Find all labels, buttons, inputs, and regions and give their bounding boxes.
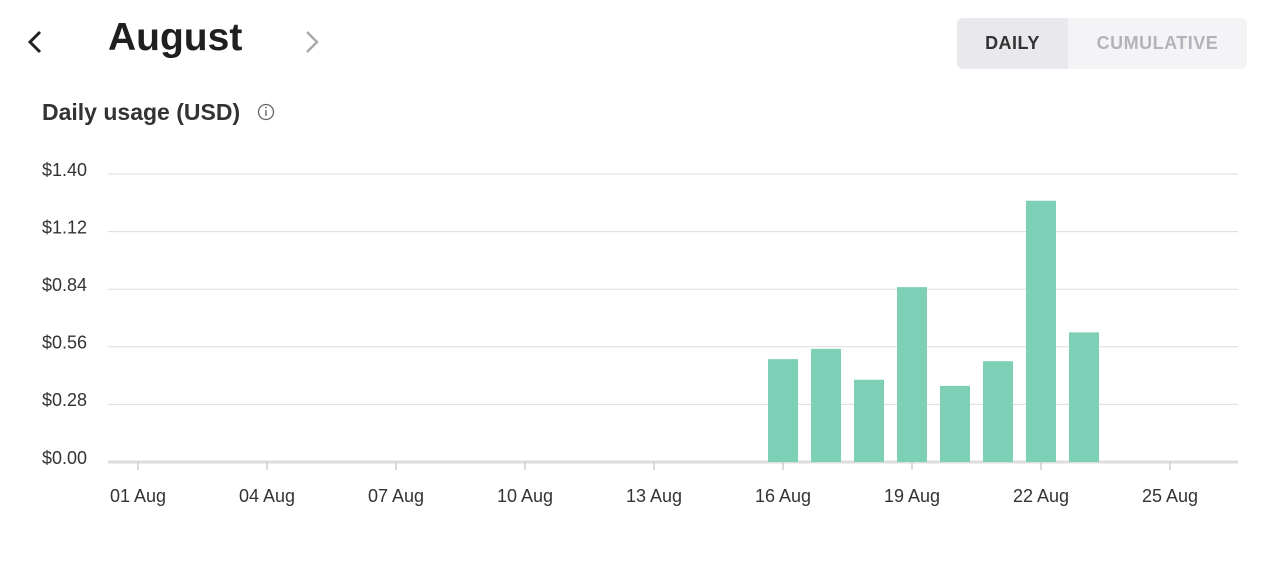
info-icon[interactable]	[257, 103, 275, 121]
chart-title: Daily usage (USD)	[42, 99, 241, 125]
x-tick-label: 22 Aug	[1013, 486, 1069, 506]
y-tick-label: $0.56	[42, 333, 87, 353]
x-tick-label: 13 Aug	[626, 486, 682, 506]
y-tick-label: $0.84	[42, 275, 87, 295]
month-title: August	[108, 16, 243, 59]
view-toggle: DAILY CUMULATIVE	[957, 18, 1247, 69]
y-tick-label: $0.28	[42, 390, 87, 410]
x-tick-label: 19 Aug	[884, 486, 940, 506]
bar	[983, 361, 1013, 462]
tab-cumulative[interactable]: CUMULATIVE	[1096, 33, 1219, 53]
y-tick-label: $1.40	[42, 160, 87, 180]
x-tick-label: 01 Aug	[110, 486, 166, 506]
bar	[768, 359, 798, 462]
prev-month[interactable]	[27, 30, 42, 54]
x-tick-label: 10 Aug	[497, 486, 553, 506]
bar	[897, 287, 927, 462]
next-month[interactable]	[306, 31, 319, 53]
y-tick-label: $0.00	[42, 448, 87, 468]
x-tick-label: 25 Aug	[1142, 486, 1198, 506]
bar	[1026, 200, 1056, 462]
x-tick-label: 07 Aug	[368, 486, 424, 506]
tab-daily[interactable]: DAILY	[957, 18, 1068, 69]
x-tick-label: 04 Aug	[239, 486, 295, 506]
y-tick-label: $1.12	[42, 217, 87, 237]
x-tick-label: 16 Aug	[755, 486, 811, 506]
info-icon-dot	[265, 106, 267, 109]
bar	[811, 348, 841, 462]
bar	[1069, 332, 1099, 462]
bar	[854, 379, 884, 462]
bar	[940, 385, 970, 462]
